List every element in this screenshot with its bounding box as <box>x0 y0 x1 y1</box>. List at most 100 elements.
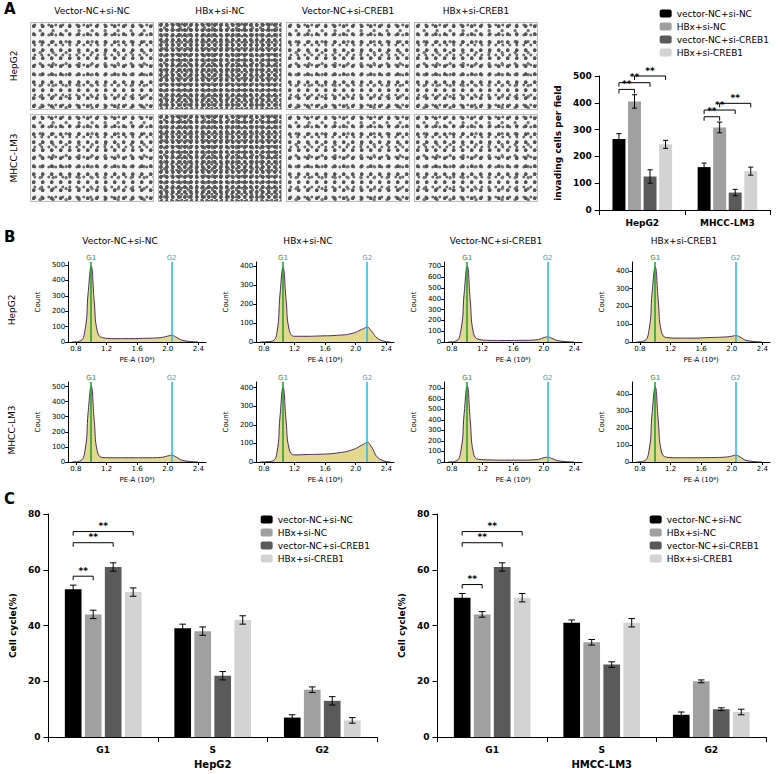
svg-text:HBx+si-NC: HBx+si-NC <box>278 528 327 538</box>
svg-text:G1: G1 <box>462 374 472 382</box>
svg-text:**: ** <box>467 574 477 584</box>
svg-text:700: 700 <box>428 262 441 270</box>
svg-text:100: 100 <box>240 439 253 447</box>
svg-text:G1: G1 <box>96 745 110 755</box>
svg-text:0.8: 0.8 <box>70 345 81 353</box>
svg-text:0: 0 <box>249 338 253 346</box>
svg-text:PE-A (10⁶): PE-A (10⁶) <box>120 476 155 484</box>
svg-text:1.6: 1.6 <box>696 465 708 473</box>
svg-text:vector-NC+si-NC: vector-NC+si-NC <box>667 515 742 525</box>
svg-text:2.4: 2.4 <box>381 465 393 473</box>
svg-text:100: 100 <box>573 178 592 188</box>
svg-text:300: 300 <box>240 281 253 289</box>
svg-text:0.8: 0.8 <box>446 345 457 353</box>
svg-text:300: 300 <box>52 413 65 421</box>
svg-text:HBx+si-CREB1: HBx+si-CREB1 <box>667 554 733 564</box>
svg-text:MHCC-LM3: MHCC-LM3 <box>700 218 755 228</box>
svg-text:1.2: 1.2 <box>289 345 300 353</box>
svg-text:0: 0 <box>423 732 429 742</box>
svg-text:0: 0 <box>625 458 629 466</box>
svg-text:80: 80 <box>417 509 430 519</box>
svg-text:40: 40 <box>417 621 430 631</box>
svg-text:400: 400 <box>52 276 65 284</box>
svg-text:G2: G2 <box>731 374 741 382</box>
svg-text:0: 0 <box>585 205 591 215</box>
svg-text:G2: G2 <box>543 374 553 382</box>
svg-text:G1: G1 <box>462 254 472 262</box>
svg-text:1.2: 1.2 <box>101 465 112 473</box>
svg-text:200: 200 <box>52 428 65 436</box>
svg-text:HepG2: HepG2 <box>194 759 232 770</box>
svg-text:HepG2: HepG2 <box>625 218 659 228</box>
svg-text:600: 600 <box>428 395 441 403</box>
svg-text:PE-A (10⁶): PE-A (10⁶) <box>308 356 343 364</box>
svg-text:G2: G2 <box>315 745 329 755</box>
svg-text:1.2: 1.2 <box>477 345 488 353</box>
svg-text:100: 100 <box>52 443 65 451</box>
svg-text:100: 100 <box>616 441 629 449</box>
svg-text:0: 0 <box>625 338 629 346</box>
svg-text:700: 700 <box>428 384 441 392</box>
svg-text:1.2: 1.2 <box>665 345 676 353</box>
svg-text:200: 200 <box>573 151 592 161</box>
svg-text:1.6: 1.6 <box>320 465 332 473</box>
svg-text:300: 300 <box>573 125 592 135</box>
svg-text:PE-A (10⁶): PE-A (10⁶) <box>684 476 719 484</box>
svg-text:G1: G1 <box>86 254 96 262</box>
svg-text:2.4: 2.4 <box>193 345 205 353</box>
svg-text:200: 200 <box>52 307 65 315</box>
svg-text:400: 400 <box>573 98 592 108</box>
svg-text:invading cells per field: invading cells per field <box>553 85 563 200</box>
svg-text:100: 100 <box>428 447 441 455</box>
svg-text:S: S <box>209 745 215 755</box>
svg-text:600: 600 <box>428 273 441 281</box>
svg-text:300: 300 <box>616 285 629 293</box>
svg-text:2.0: 2.0 <box>726 345 737 353</box>
svg-text:Count: Count <box>222 291 230 312</box>
svg-text:PE-A (10⁶): PE-A (10⁶) <box>496 476 531 484</box>
svg-text:vector-NC+si-CREB1: vector-NC+si-CREB1 <box>677 35 769 45</box>
svg-text:Count: Count <box>222 411 230 432</box>
svg-text:0.8: 0.8 <box>258 465 269 473</box>
svg-text:20: 20 <box>417 676 430 686</box>
svg-text:**: ** <box>98 521 108 531</box>
svg-text:0: 0 <box>437 458 441 466</box>
svg-text:HBx+si-NC: HBx+si-NC <box>677 22 726 32</box>
svg-text:Count: Count <box>34 411 42 432</box>
svg-text:500: 500 <box>428 405 441 413</box>
svg-text:80: 80 <box>28 509 41 519</box>
svg-text:G2: G2 <box>362 374 372 382</box>
svg-text:500: 500 <box>573 71 592 81</box>
svg-text:500: 500 <box>52 261 65 269</box>
svg-text:**: ** <box>487 521 497 531</box>
svg-text:G1: G1 <box>278 254 288 262</box>
svg-text:100: 100 <box>240 319 253 327</box>
svg-text:500: 500 <box>428 284 441 292</box>
svg-text:400: 400 <box>428 416 441 424</box>
svg-text:200: 200 <box>428 316 441 324</box>
svg-text:40: 40 <box>28 621 41 631</box>
svg-text:100: 100 <box>428 327 441 335</box>
svg-text:S: S <box>598 745 604 755</box>
svg-text:0.8: 0.8 <box>634 345 645 353</box>
svg-text:400: 400 <box>616 267 629 275</box>
svg-text:1.6: 1.6 <box>132 345 144 353</box>
svg-text:500: 500 <box>52 383 65 391</box>
svg-text:Count: Count <box>410 411 418 432</box>
svg-text:1.6: 1.6 <box>508 345 520 353</box>
svg-text:200: 200 <box>428 437 441 445</box>
svg-text:2.4: 2.4 <box>569 465 581 473</box>
svg-text:400: 400 <box>428 295 441 303</box>
svg-text:0: 0 <box>249 458 253 466</box>
svg-text:1.2: 1.2 <box>101 345 112 353</box>
svg-text:20: 20 <box>28 676 41 686</box>
svg-text:G1: G1 <box>650 374 660 382</box>
svg-text:0: 0 <box>61 458 65 466</box>
svg-text:vector-NC+si-NC: vector-NC+si-NC <box>278 515 353 525</box>
svg-text:G2: G2 <box>167 254 177 262</box>
svg-text:Count: Count <box>598 291 606 312</box>
svg-text:HBx+si-CREB1: HBx+si-CREB1 <box>677 48 743 58</box>
svg-text:2.0: 2.0 <box>350 465 361 473</box>
svg-text:**: ** <box>730 93 740 103</box>
svg-text:0.8: 0.8 <box>446 465 457 473</box>
